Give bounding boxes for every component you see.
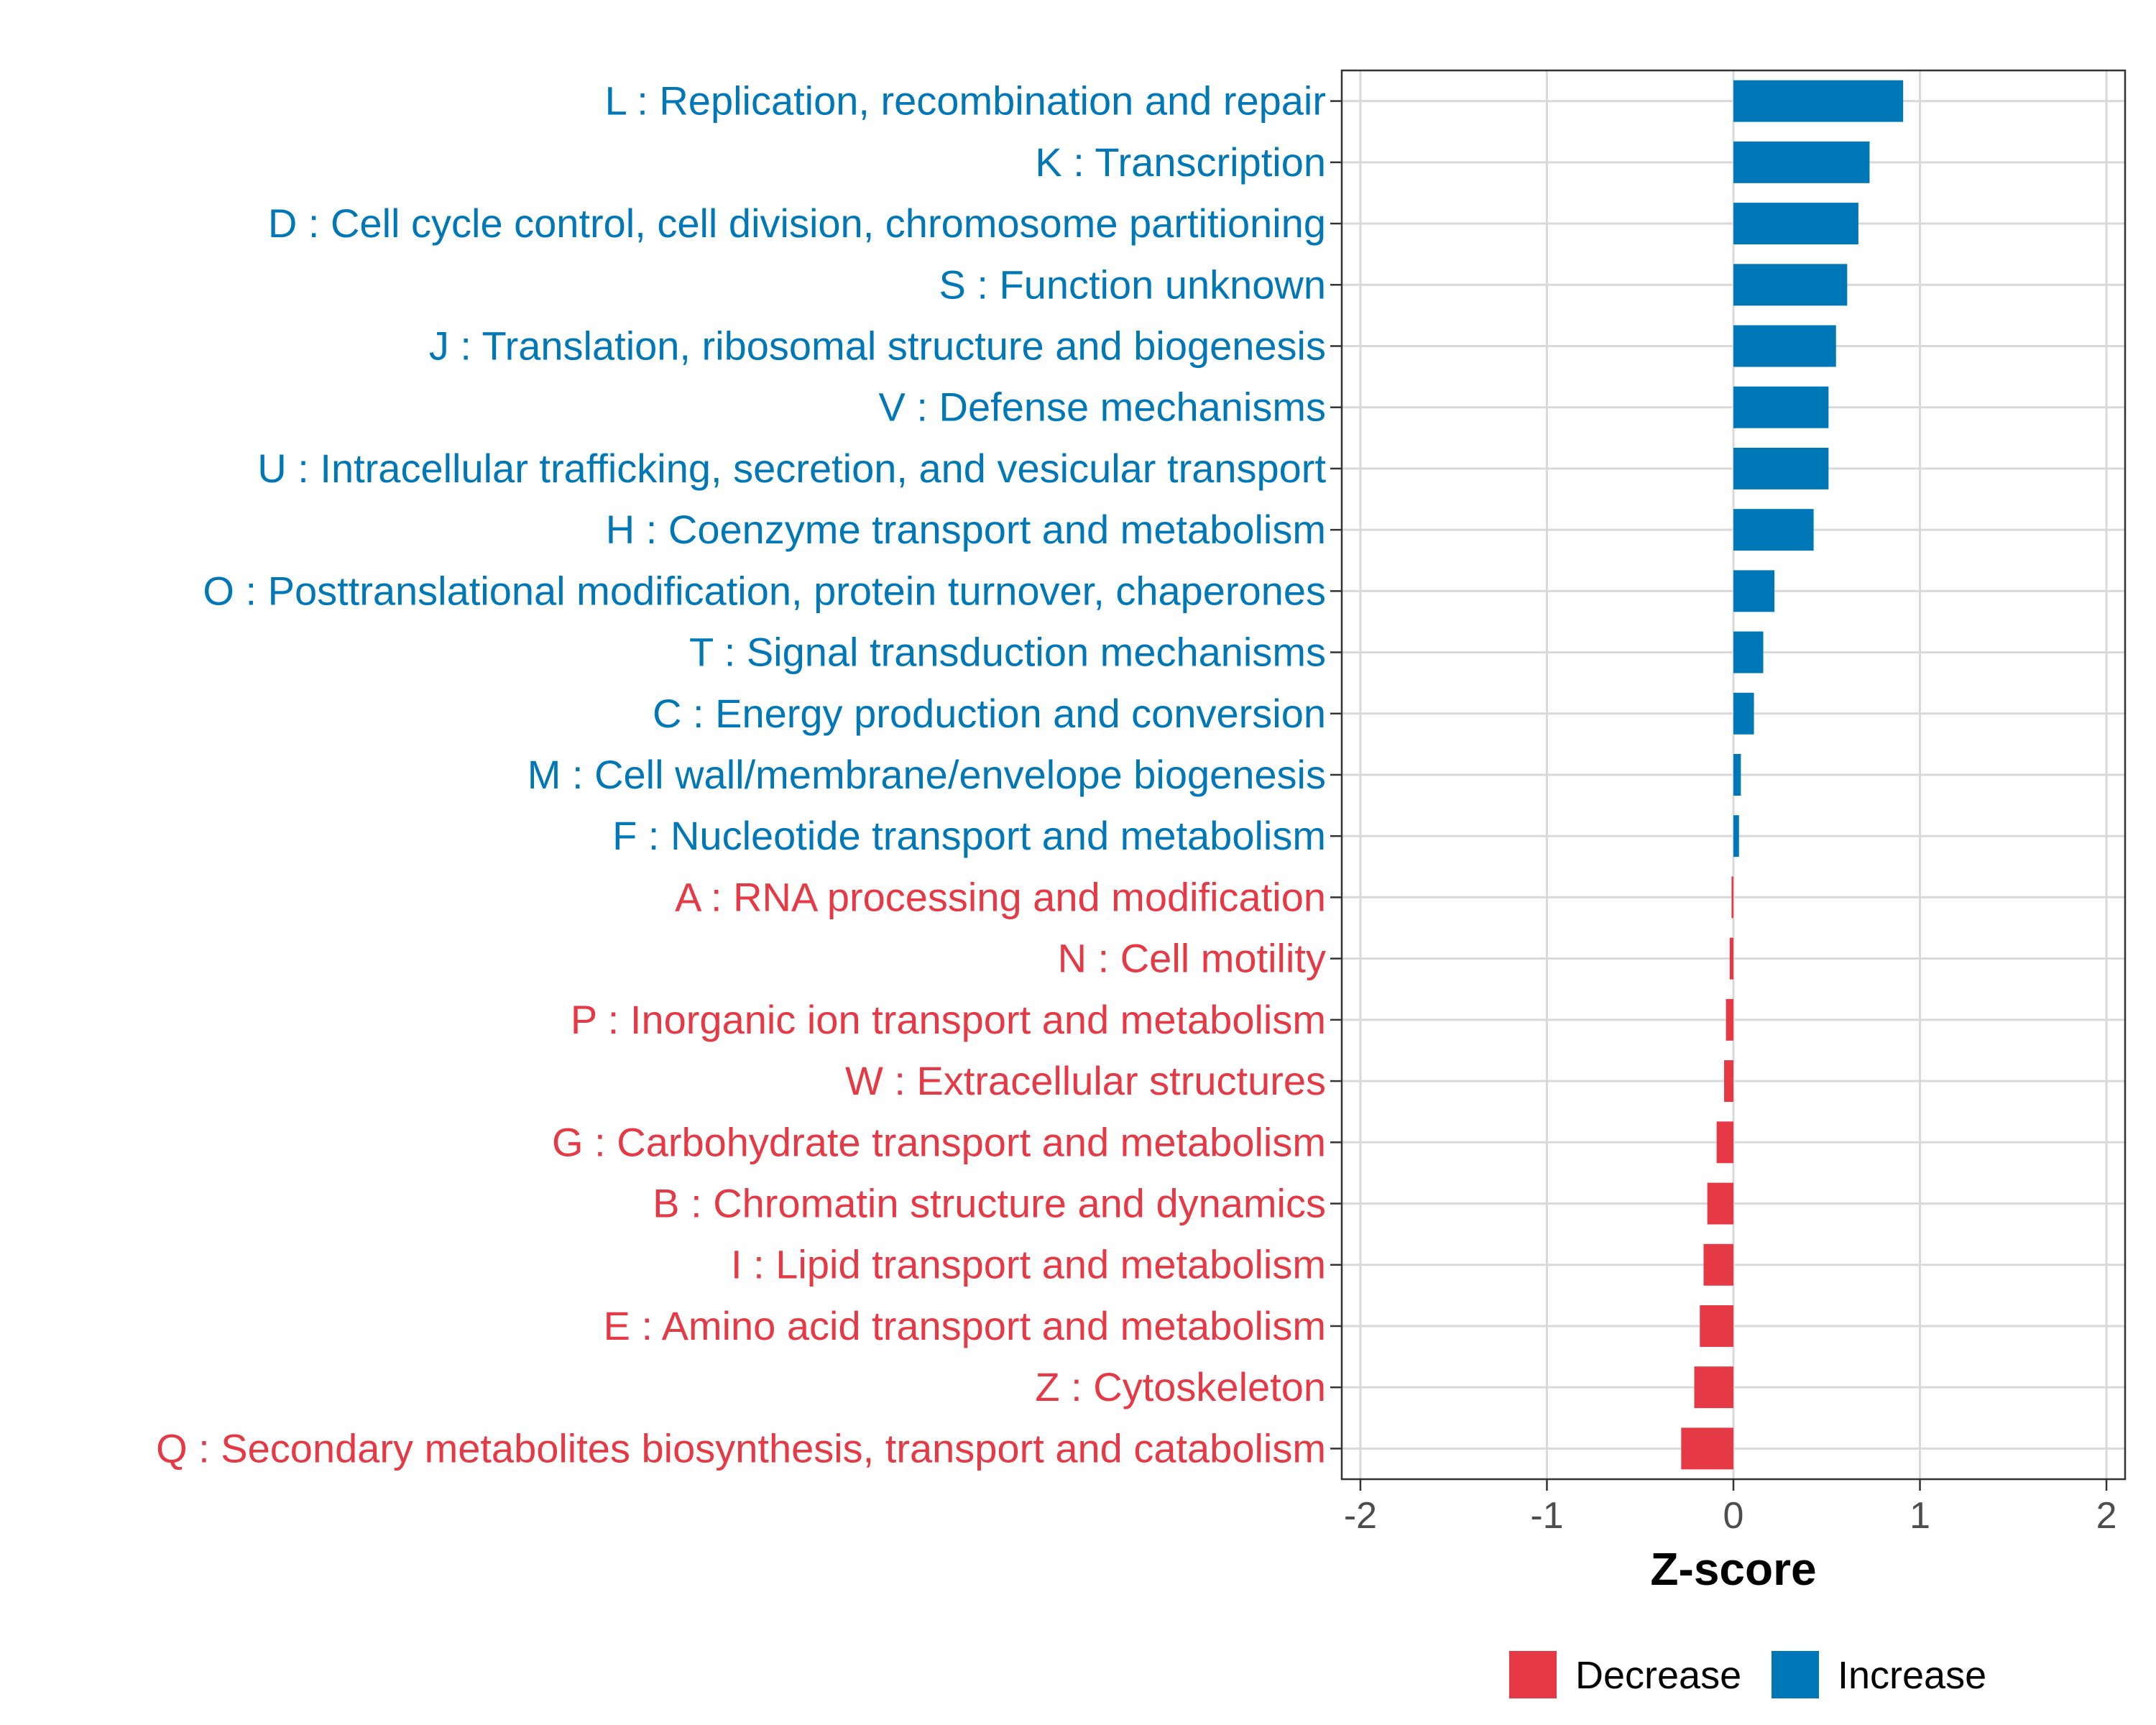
y-axis: L : Replication, recombination and repai… bbox=[156, 78, 1342, 1471]
bar bbox=[1694, 1366, 1733, 1409]
bar bbox=[1733, 509, 1814, 551]
x-axis: -2 -1 0 1 2 bbox=[1344, 1479, 2117, 1537]
bar bbox=[1703, 1243, 1733, 1286]
category-label: N : Cell motility bbox=[1058, 936, 1326, 981]
category-label: L : Replication, recombination and repai… bbox=[605, 78, 1326, 124]
category-label: Z : Cytoskeleton bbox=[1035, 1364, 1326, 1409]
category-label: F : Nucleotide transport and metabolism bbox=[612, 813, 1326, 858]
bar bbox=[1733, 80, 1904, 122]
bar bbox=[1726, 998, 1733, 1041]
category-label: V : Defense mechanisms bbox=[879, 385, 1326, 430]
bar bbox=[1707, 1182, 1733, 1225]
bar bbox=[1681, 1427, 1733, 1470]
category-label: M : Cell wall/membrane/envelope biogenes… bbox=[528, 752, 1326, 797]
category-label: K : Transcription bbox=[1035, 139, 1326, 185]
bar bbox=[1733, 264, 1848, 306]
legend-label: Increase bbox=[1838, 1654, 1986, 1697]
category-label: D : Cell cycle control, cell division, c… bbox=[268, 201, 1326, 246]
x-tick-label: -2 bbox=[1344, 1495, 1377, 1537]
bar bbox=[1733, 570, 1775, 612]
legend-key bbox=[1509, 1651, 1557, 1698]
category-label: O : Posttranslational modification, prot… bbox=[203, 568, 1326, 613]
category-label: W : Extracellular structures bbox=[845, 1058, 1326, 1103]
bar bbox=[1733, 386, 1829, 428]
bar bbox=[1700, 1305, 1733, 1347]
x-tick-label: 0 bbox=[1723, 1495, 1744, 1537]
category-label: T : Signal transduction mechanisms bbox=[689, 630, 1326, 675]
bar bbox=[1733, 754, 1741, 796]
legend-label: Decrease bbox=[1575, 1654, 1741, 1697]
bars bbox=[1681, 80, 1904, 1470]
category-label: U : Intracellular trafficking, secretion… bbox=[257, 446, 1326, 491]
bar bbox=[1731, 876, 1733, 919]
x-tick-label: -1 bbox=[1530, 1495, 1563, 1537]
x-tick-label: 2 bbox=[2096, 1495, 2117, 1537]
category-label: P : Inorganic ion transport and metaboli… bbox=[571, 997, 1326, 1042]
category-label: I : Lipid transport and metabolism bbox=[731, 1242, 1326, 1287]
category-label: G : Carbohydrate transport and metabolis… bbox=[552, 1119, 1326, 1164]
bar bbox=[1733, 692, 1754, 735]
bar bbox=[1733, 141, 1870, 183]
bar bbox=[1733, 447, 1829, 489]
legend-key bbox=[1772, 1651, 1819, 1698]
category-label: B : Chromatin structure and dynamics bbox=[653, 1181, 1326, 1226]
bar bbox=[1733, 815, 1739, 857]
bar bbox=[1729, 937, 1733, 980]
legend: Decrease Increase bbox=[1509, 1651, 1986, 1698]
bar bbox=[1724, 1060, 1733, 1103]
category-label: C : Energy production and conversion bbox=[653, 691, 1326, 736]
category-label: J : Translation, ribosomal structure and… bbox=[429, 323, 1326, 368]
x-tick-label: 1 bbox=[1909, 1495, 1930, 1537]
category-label: H : Coenzyme transport and metabolism bbox=[606, 507, 1326, 552]
category-label: A : RNA processing and modification bbox=[675, 874, 1326, 919]
bar bbox=[1733, 203, 1858, 245]
category-label: S : Function unknown bbox=[939, 262, 1326, 307]
bar bbox=[1733, 325, 1836, 367]
bar bbox=[1733, 631, 1764, 673]
category-label: Q : Secondary metabolites biosynthesis, … bbox=[156, 1425, 1326, 1471]
bar bbox=[1716, 1121, 1733, 1164]
category-label: E : Amino acid transport and metabolism bbox=[604, 1303, 1326, 1348]
x-axis-title: Z-score bbox=[1650, 1543, 1816, 1595]
